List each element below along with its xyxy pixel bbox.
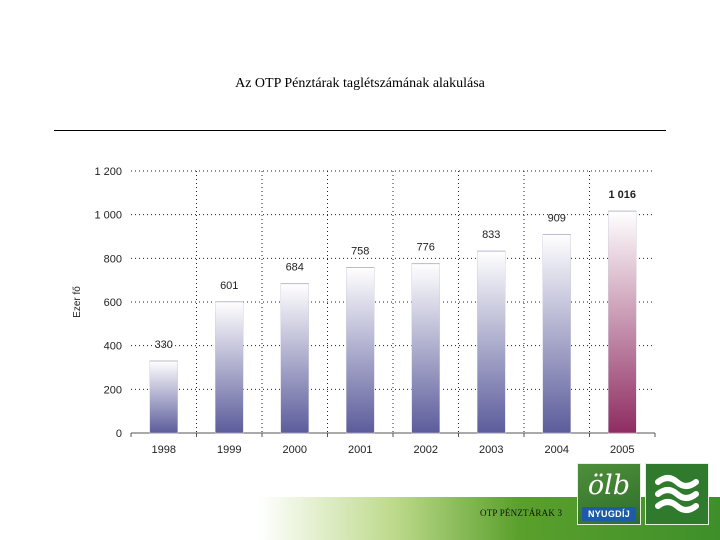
x-tick-label: 2000: [283, 444, 307, 456]
value-label: 684: [286, 262, 304, 274]
value-label: 833: [482, 229, 500, 241]
value-label: 330: [155, 339, 173, 351]
logo-label: NYUGDÍJ: [582, 507, 636, 521]
y-tick-label: 1 200: [94, 166, 122, 178]
y-axis-label: Ezer fő: [72, 286, 83, 318]
data-labels: 330 1998 601 1999 684 2000 758 2001 776 2002 833 20…: [152, 189, 637, 456]
bar-2001: [346, 267, 375, 434]
bar-2002: [411, 263, 440, 434]
slide-title: Az OTP Pénztárak taglétszámának alakulás…: [235, 76, 485, 91]
bar-2005: [608, 210, 637, 434]
x-tick-label: 2003: [479, 444, 503, 456]
y-tick-label: 1 000: [94, 210, 122, 222]
x-tick-label: 1998: [152, 444, 176, 456]
gridlines: [131, 170, 655, 433]
nyugdij-logo: ölb NYUGDÍJ: [577, 463, 641, 525]
bars: [149, 210, 637, 434]
value-label: 776: [417, 242, 435, 254]
footer-text: OTP PÉNZTÁRAK 3: [480, 508, 563, 518]
otp-wave-logo: [645, 463, 709, 525]
x-tick-label: 2004: [545, 444, 569, 456]
bar-2003: [477, 250, 506, 434]
x-tick-label: 2002: [414, 444, 438, 456]
value-label: 909: [548, 213, 566, 225]
bar-2004: [542, 234, 571, 434]
bar-1998: [149, 360, 178, 434]
x-tick-label: 2001: [348, 444, 372, 456]
y-tick-label: 400: [104, 341, 122, 353]
y-tick-label: 0: [116, 428, 122, 440]
y-tick-label: 600: [104, 297, 122, 309]
title-divider: [54, 130, 666, 131]
y-tick-label: 800: [104, 253, 122, 265]
x-tick-label: 2005: [610, 444, 634, 456]
value-label: 601: [220, 280, 238, 292]
bar-1999: [215, 301, 244, 434]
value-label: 1 016: [608, 189, 636, 201]
y-tick-label: 200: [104, 384, 122, 396]
bar-chart: 0 200 400 600 800 1 000 1 200 Ezer fő 330 1998 60…: [72, 166, 656, 456]
value-label: 758: [351, 246, 369, 258]
logo-mark: ölb: [587, 470, 631, 501]
wave-icon: [655, 475, 699, 513]
bar-2000: [280, 283, 309, 434]
x-tick-label: 1999: [217, 444, 241, 456]
